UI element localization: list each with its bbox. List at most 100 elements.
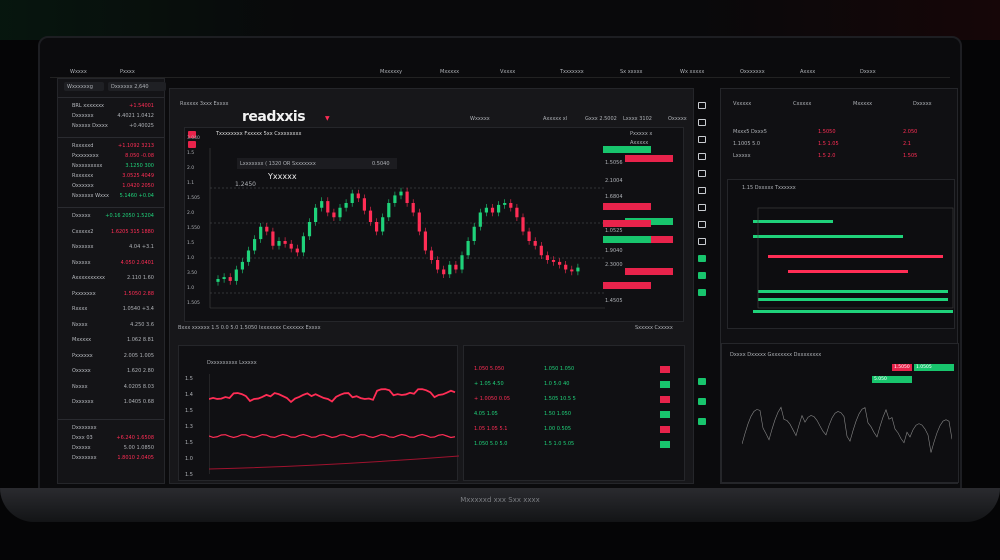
tab-7[interactable]: Axxxx <box>800 69 816 75</box>
candle[interactable] <box>289 243 293 249</box>
watchlist-row[interactable]: Nxxxxxx 4.04 +3.1 <box>64 244 158 254</box>
candle[interactable] <box>484 207 488 213</box>
candle[interactable] <box>375 222 379 232</box>
toolbar-icon[interactable] <box>698 119 706 126</box>
watchlist-row[interactable]: Dxxxxx +0.16 2050 1.5204 <box>64 213 158 223</box>
toolbar-icon[interactable] <box>698 187 706 194</box>
tab-2[interactable]: Vxxxx <box>500 69 516 75</box>
watchlist-row[interactable]: Oxxxxx 1.620 2.80 <box>64 368 158 378</box>
toolbar-icon[interactable] <box>698 255 706 262</box>
candle[interactable] <box>515 207 519 218</box>
candle[interactable] <box>295 248 299 253</box>
toolbar-icon[interactable] <box>698 221 706 228</box>
candle[interactable] <box>228 277 232 281</box>
watchlist-row[interactable]: Dxxx 03 +6.240 1.6508 <box>64 435 158 445</box>
tab-4[interactable]: Sx xxxxx <box>620 69 643 75</box>
dropdown-caret-icon[interactable]: ▼ <box>325 115 330 122</box>
toolbar-icon[interactable] <box>698 418 706 425</box>
candle[interactable] <box>320 201 324 208</box>
candle[interactable] <box>356 193 360 199</box>
watchlist-row[interactable]: Nxxxx 4.0205 8.03 <box>64 384 158 394</box>
watchlist-row[interactable]: Mxxxxx 1.062 8.81 <box>64 337 158 347</box>
watchlist-row[interactable]: Rxxxxxd +1.1092 3213 <box>64 143 158 153</box>
candle[interactable] <box>417 212 421 232</box>
candle[interactable] <box>368 210 373 222</box>
watchlist-row[interactable]: Dxxxxx 5.00 1.0850 <box>64 445 158 455</box>
candle[interactable] <box>533 241 537 246</box>
candle[interactable] <box>283 241 287 244</box>
watchlist-row[interactable]: Rxxxxxx 3.0525 4049 <box>64 173 158 183</box>
candle[interactable] <box>246 250 251 262</box>
candle[interactable] <box>472 226 476 241</box>
candle[interactable] <box>387 203 391 218</box>
candle[interactable] <box>490 207 495 213</box>
candle[interactable] <box>539 245 543 256</box>
watchlist-row[interactable]: Dxxxxxxx 1.8010 2.0405 <box>64 455 158 465</box>
toolbar-icon[interactable] <box>698 289 706 296</box>
candle[interactable] <box>478 212 482 227</box>
tab-5[interactable]: Wx xxxxx <box>680 69 705 75</box>
candle[interactable] <box>222 277 226 279</box>
toolbar-icon[interactable] <box>698 378 706 385</box>
sidebar-tab[interactable]: Wxxxxxxg <box>64 82 104 91</box>
candle[interactable] <box>497 204 501 213</box>
candle[interactable] <box>399 191 403 196</box>
candle[interactable] <box>362 198 366 211</box>
candle[interactable] <box>350 193 354 204</box>
watchlist-row[interactable]: Nxxxxxx Wxxx 5.1460 +0.04 <box>64 193 158 203</box>
candle[interactable] <box>460 255 464 270</box>
candle[interactable] <box>454 264 458 270</box>
candle[interactable] <box>436 260 440 270</box>
watchlist-row[interactable]: Dxxxxxx 1.0405 0.68 <box>64 399 158 409</box>
candle[interactable] <box>545 255 549 260</box>
candle[interactable] <box>338 207 342 218</box>
candle[interactable] <box>234 269 238 281</box>
watchlist-row[interactable]: Pxxxxxxxx 8.050 -0.08 <box>64 153 158 163</box>
watchlist-row[interactable]: Rxxxx 1.0540 +3.4 <box>64 306 158 316</box>
candle[interactable] <box>393 195 397 203</box>
watchlist-row[interactable]: Dxxxxxxx <box>64 425 158 435</box>
candle[interactable] <box>216 279 220 282</box>
candle[interactable] <box>307 222 312 237</box>
candle[interactable] <box>259 226 263 240</box>
candle[interactable] <box>253 239 257 251</box>
menu-item[interactable]: Pxxxx <box>120 69 135 75</box>
candle[interactable] <box>509 203 513 208</box>
candle[interactable] <box>558 261 562 265</box>
candle[interactable] <box>381 217 385 232</box>
tab-6[interactable]: Oxxxxxxx <box>740 69 765 75</box>
watchlist-row[interactable]: Dxxxxxx 4.4021 1.0412 <box>64 113 158 123</box>
watchlist-row[interactable]: Axxxxxxxxxx 2.110 1.60 <box>64 275 158 285</box>
candle[interactable] <box>405 191 409 203</box>
watchlist-row[interactable]: Nxxxxx Dxxxx +0.40025 <box>64 123 158 133</box>
toolbar-icon[interactable] <box>698 153 706 160</box>
candle[interactable] <box>326 201 330 213</box>
candle[interactable] <box>576 267 580 272</box>
candle[interactable] <box>314 207 318 222</box>
toolbar-icon[interactable] <box>698 398 706 405</box>
watchlist-row[interactable]: Cxxxxx2 1.6205 315 1880 <box>64 229 158 239</box>
toolbar-icon[interactable] <box>698 204 706 211</box>
menu-item[interactable]: Wxxxx <box>70 69 87 75</box>
candle[interactable] <box>448 264 452 275</box>
toolbar-icon[interactable] <box>698 102 706 109</box>
candle[interactable] <box>423 231 427 251</box>
toolbar-icon[interactable] <box>698 170 706 177</box>
watchlist-row[interactable]: Nxxxxxxxxx 3.1250 300 <box>64 163 158 173</box>
candle[interactable] <box>271 231 275 246</box>
tool-icon[interactable] <box>188 141 196 148</box>
candle[interactable] <box>429 250 434 261</box>
toolbar-icon[interactable] <box>698 272 706 279</box>
candle[interactable] <box>277 241 281 246</box>
candle[interactable] <box>551 260 556 262</box>
watchlist-row[interactable]: Nxxxxx 4.050 2.0401 <box>64 260 158 270</box>
watchlist-row[interactable]: Pxxxxxxx 1.5050 2.88 <box>64 291 158 301</box>
watchlist-row[interactable]: Oxxxxxx 1.0420 2050 <box>64 183 158 193</box>
candle[interactable] <box>240 261 244 270</box>
candle[interactable] <box>570 269 574 272</box>
candle[interactable] <box>344 203 348 208</box>
tab-3[interactable]: Txxxxxxx <box>560 69 584 75</box>
watchlist-row[interactable]: BRL xxxxxxx +1.54001 <box>64 103 158 113</box>
toolbar-icon[interactable] <box>698 136 706 143</box>
candle[interactable] <box>503 203 507 205</box>
